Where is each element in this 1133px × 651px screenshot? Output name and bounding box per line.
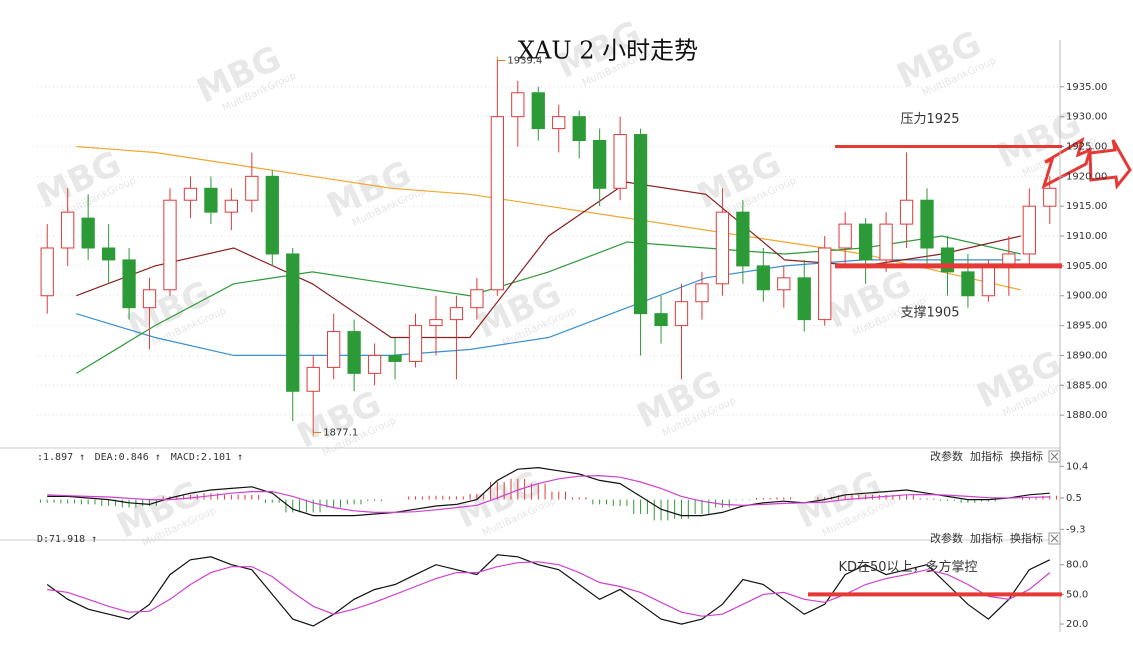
candle-body bbox=[531, 92, 545, 130]
indicator-header: MACD:2.101 ↑ bbox=[171, 452, 243, 463]
trend-arrow bbox=[1041, 136, 1132, 190]
candle-body bbox=[552, 116, 566, 130]
candle-body bbox=[756, 265, 770, 291]
candle-body bbox=[61, 211, 75, 249]
candle-body bbox=[572, 116, 586, 142]
close-icon bbox=[1050, 534, 1059, 543]
candle-body bbox=[715, 211, 730, 285]
candle-body bbox=[224, 199, 239, 213]
candle-body bbox=[286, 253, 300, 392]
y-tick-label: 20.0 bbox=[1066, 619, 1088, 630]
y-tick-label: 1920.00 bbox=[1066, 171, 1107, 182]
candle-body bbox=[899, 199, 914, 225]
candle-body bbox=[81, 217, 95, 249]
y-tick-label: 1885.00 bbox=[1066, 380, 1107, 391]
candle-body bbox=[858, 223, 873, 261]
candle-body bbox=[797, 277, 811, 321]
candle-body bbox=[470, 289, 484, 309]
extreme-label: 1939.4 bbox=[507, 56, 542, 67]
candle-body bbox=[490, 116, 504, 291]
y-tick-label: 1880.00 bbox=[1066, 410, 1107, 421]
toolbar-button[interactable]: 加指标 bbox=[970, 449, 1003, 463]
extreme-label: 1877.1 bbox=[323, 427, 358, 438]
arrow-up bbox=[1041, 136, 1093, 189]
y-tick-label: 1915.00 bbox=[1066, 201, 1107, 212]
candle-body bbox=[204, 187, 218, 213]
y-tick-label: 10.4 bbox=[1066, 461, 1088, 472]
candle-body bbox=[306, 366, 320, 392]
candle-body bbox=[674, 301, 689, 327]
candle-body bbox=[879, 223, 893, 261]
candle-body bbox=[838, 223, 852, 249]
candle-body bbox=[408, 325, 423, 362]
candle-body bbox=[511, 92, 525, 118]
indicator-header: :1.897 ↑ bbox=[37, 452, 85, 463]
y-tick-label: -9.3 bbox=[1066, 524, 1086, 535]
toolbar-button[interactable]: 换指标 bbox=[1010, 449, 1043, 463]
indicator-header: D:71.918 ↑ bbox=[37, 534, 97, 545]
y-tick-label: 1890.00 bbox=[1066, 350, 1107, 361]
candle-body bbox=[429, 319, 443, 327]
y-tick-label: 1900.00 bbox=[1066, 291, 1107, 302]
candle-body bbox=[265, 175, 279, 255]
candle-body bbox=[695, 283, 709, 303]
candle-body bbox=[101, 247, 116, 261]
candle-body bbox=[961, 271, 975, 297]
y-tick-label: 80.0 bbox=[1066, 560, 1088, 571]
candle-body bbox=[1022, 205, 1036, 255]
toolbar-button[interactable]: 改参数 bbox=[930, 449, 963, 463]
candle-body bbox=[920, 199, 934, 249]
indicator-line bbox=[47, 466, 1050, 517]
y-tick-label: 1905.00 bbox=[1066, 261, 1107, 272]
candle-body bbox=[388, 354, 402, 362]
candle-body bbox=[327, 331, 341, 368]
arrow-right bbox=[1088, 139, 1132, 190]
candle-body bbox=[818, 247, 832, 321]
indicator-line bbox=[47, 561, 1051, 617]
candle-body bbox=[633, 134, 648, 315]
indicator-line bbox=[46, 554, 1051, 627]
indicator-line bbox=[47, 474, 1050, 513]
candle-body bbox=[449, 307, 464, 321]
y-tick-label: 0.5 bbox=[1066, 493, 1082, 504]
candle-body bbox=[122, 259, 136, 309]
candle-body bbox=[654, 313, 668, 327]
candle-body bbox=[777, 277, 791, 291]
close-icon bbox=[1050, 452, 1059, 461]
level-label: 压力1925 bbox=[900, 112, 959, 127]
toolbar-button[interactable]: 改参数 bbox=[930, 531, 963, 545]
candle-body bbox=[183, 187, 198, 201]
level-label: KD在50以上，多方掌控 bbox=[838, 559, 977, 575]
candle-body bbox=[245, 175, 259, 201]
candle-body bbox=[367, 354, 382, 374]
candle-body bbox=[593, 140, 607, 189]
y-tick-label: 1910.00 bbox=[1066, 231, 1107, 242]
candle-body bbox=[1043, 187, 1057, 207]
extreme-marker bbox=[312, 431, 322, 437]
extreme-marker bbox=[496, 56, 506, 62]
candle-body bbox=[736, 211, 750, 267]
level-label: 支撑1905 bbox=[900, 305, 959, 320]
candle-body bbox=[613, 134, 627, 189]
y-tick-label: 1930.00 bbox=[1066, 112, 1107, 123]
candle-body bbox=[163, 199, 177, 291]
candle-body bbox=[347, 331, 361, 374]
candle-body bbox=[40, 247, 54, 297]
y-tick-label: 1895.00 bbox=[1066, 321, 1107, 332]
y-tick-label: 1935.00 bbox=[1066, 82, 1107, 93]
candle-body bbox=[981, 265, 996, 297]
toolbar-button[interactable]: 加指标 bbox=[970, 531, 1003, 545]
candle-body bbox=[142, 289, 157, 309]
indicator-header: DEA:0.846 ↑ bbox=[95, 452, 161, 463]
chart-title: XAU 2 小时走势 bbox=[518, 37, 698, 65]
y-tick-label: 1925.00 bbox=[1066, 141, 1107, 152]
toolbar-button[interactable]: 换指标 bbox=[1010, 531, 1043, 545]
y-tick-label: 50.0 bbox=[1066, 589, 1088, 600]
